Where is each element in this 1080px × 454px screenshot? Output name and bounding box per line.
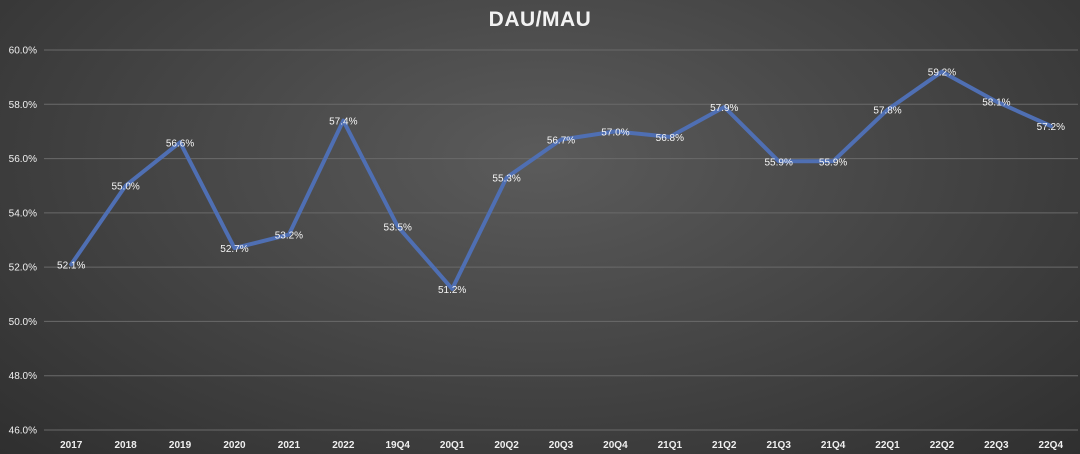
data-label: 55.9% (765, 157, 793, 168)
data-label: 55.0% (111, 182, 139, 193)
x-tick-label: 21Q3 (766, 440, 791, 451)
data-label: 52.1% (57, 260, 85, 271)
y-tick-label: 54.0% (9, 208, 37, 219)
x-tick-label: 21Q2 (712, 440, 737, 451)
x-tick-label: 22Q3 (984, 440, 1009, 451)
x-tick-label: 20Q4 (603, 440, 628, 451)
x-tick-label: 20Q3 (549, 440, 574, 451)
x-tick-label: 22Q4 (1039, 440, 1064, 451)
data-label: 52.7% (220, 244, 248, 255)
data-label: 56.8% (656, 133, 684, 144)
data-label: 57.9% (710, 103, 738, 114)
y-tick-label: 48.0% (9, 371, 37, 382)
x-tick-label: 2017 (60, 440, 83, 451)
y-tick-label: 60.0% (9, 46, 37, 57)
x-tick-label: 20Q1 (440, 440, 465, 451)
series-layer (69, 69, 1053, 291)
y-tick-label: 58.0% (9, 100, 37, 111)
x-tick-label: 21Q1 (658, 440, 683, 451)
x-axis: 2017 2018 2019 2020 2021 2022 19Q4 20Q1 20Q2 20Q3… (60, 440, 1063, 451)
data-label: 55.3% (492, 174, 520, 185)
data-labels: 52.1% 55.0% 56.6% 52.7% 53.2% 57.4% 53.5% 51.2%… (57, 68, 1065, 296)
x-tick-label: 2021 (278, 440, 301, 451)
x-tick-label: 21Q4 (821, 440, 846, 451)
x-tick-label: 20Q2 (494, 440, 519, 451)
data-label: 53.5% (384, 222, 412, 233)
data-label: 56.7% (547, 136, 575, 147)
x-tick-label: 19Q4 (386, 440, 411, 451)
data-label: 57.2% (1037, 122, 1065, 133)
data-label: 53.2% (275, 231, 303, 242)
chart-title: DAU/MAU (488, 8, 592, 31)
y-tick-label: 52.0% (9, 263, 37, 274)
y-tick-label: 56.0% (9, 154, 37, 165)
x-tick-label: 2020 (223, 440, 246, 451)
x-tick-label: 22Q2 (930, 440, 955, 451)
x-tick-label: 2018 (115, 440, 138, 451)
x-tick-label: 2019 (169, 440, 192, 451)
x-tick-label: 2022 (332, 440, 355, 451)
x-tick-label: 22Q1 (875, 440, 900, 451)
data-label: 57.8% (873, 106, 901, 117)
data-label: 55.9% (819, 157, 847, 168)
y-axis: 46.0% 48.0% 50.0% 52.0% 54.0% 56.0% 58.0% 60.0% (9, 46, 37, 437)
y-tick-label: 50.0% (9, 317, 37, 328)
y-tick-label: 46.0% (9, 426, 37, 437)
gridlines (44, 49, 1078, 431)
data-label: 57.4% (329, 117, 357, 128)
data-label: 59.2% (928, 68, 956, 79)
data-label: 51.2% (438, 285, 466, 296)
data-label: 58.1% (982, 98, 1010, 109)
series-line (69, 69, 1053, 291)
data-label: 56.6% (166, 138, 194, 149)
data-label: 57.0% (601, 127, 629, 138)
